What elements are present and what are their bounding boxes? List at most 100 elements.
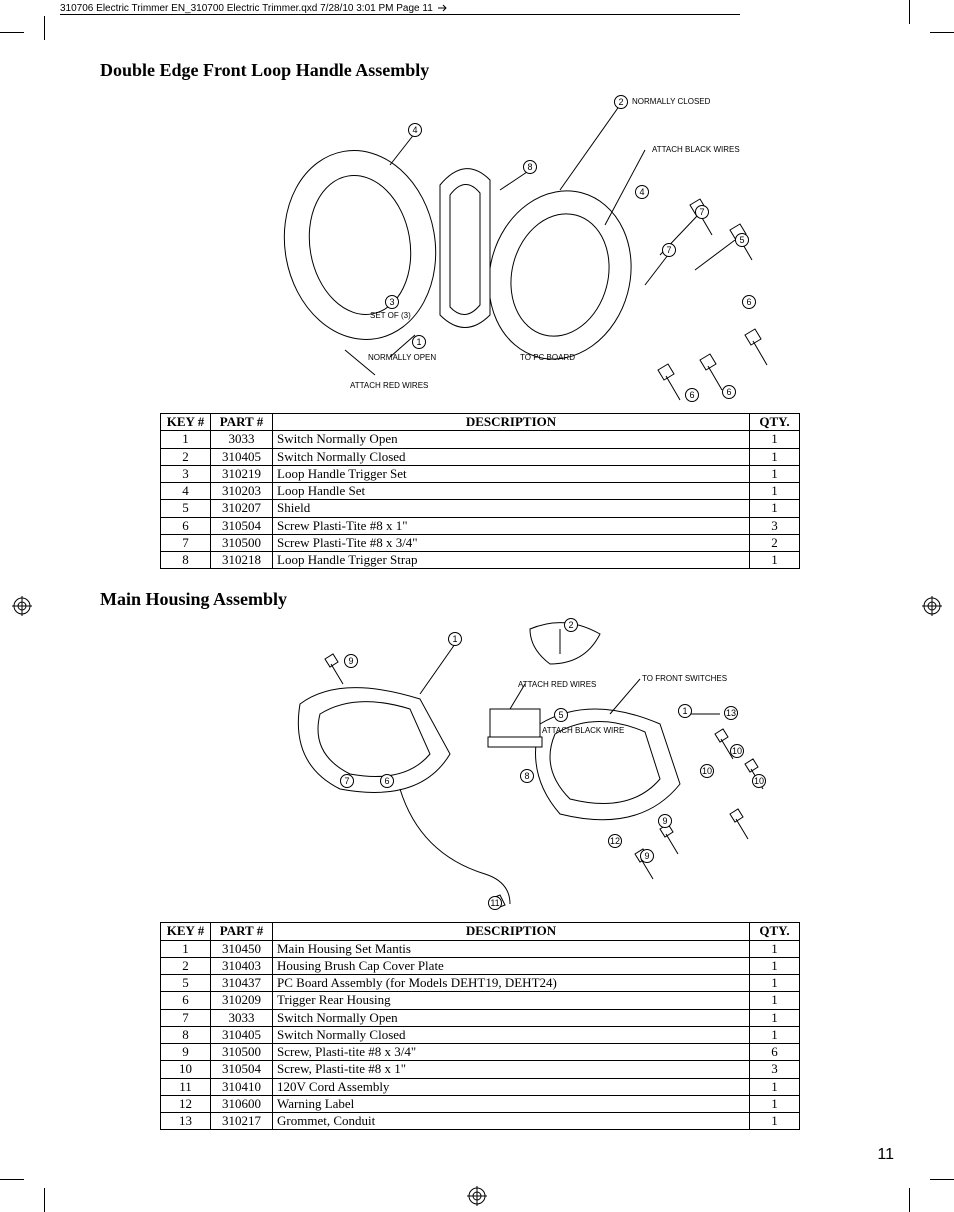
crop-mark [930, 1179, 954, 1180]
crop-mark [909, 1188, 910, 1212]
cell-desc: Loop Handle Trigger Strap [273, 552, 750, 569]
crop-mark [0, 1179, 24, 1180]
cell-desc: Switch Normally Closed [273, 448, 750, 465]
cell-desc: Shield [273, 500, 750, 517]
cell-qty: 1 [750, 940, 800, 957]
cell-part: 310450 [211, 940, 273, 957]
cell-qty: 1 [750, 465, 800, 482]
cell-part: 3033 [211, 431, 273, 448]
cell-part: 310504 [211, 517, 273, 534]
cell-desc: Switch Normally Open [273, 431, 750, 448]
cell-qty: 1 [750, 1078, 800, 1095]
table-header-row: KEY # PART # DESCRIPTION QTY. [161, 923, 800, 940]
cell-desc: Loop Handle Trigger Set [273, 465, 750, 482]
crop-mark [44, 1188, 45, 1212]
table-row: 9310500Screw, Plasti-tite #8 x 3/4"6 [161, 1044, 800, 1061]
diagram1-svg [190, 85, 770, 405]
cell-key: 10 [161, 1061, 211, 1078]
cell-desc: Loop Handle Set [273, 483, 750, 500]
cell-part: 310217 [211, 1113, 273, 1130]
table-row: 5310207Shield1 [161, 500, 800, 517]
cell-qty: 3 [750, 517, 800, 534]
crop-mark [44, 16, 45, 40]
content-area: Double Edge Front Loop Handle Assembly [100, 60, 860, 1150]
col-header-part: PART # [211, 414, 273, 431]
diagram-callout: 12 [608, 834, 622, 848]
diagram-label: TO FRONT SWITCHES [642, 674, 727, 683]
table-row: 8310405Switch Normally Closed1 [161, 1026, 800, 1043]
registration-mark-icon [922, 596, 942, 616]
cell-desc: Trigger Rear Housing [273, 992, 750, 1009]
table-header-row: KEY # PART # DESCRIPTION QTY. [161, 414, 800, 431]
cell-key: 2 [161, 448, 211, 465]
col-header-key: KEY # [161, 923, 211, 940]
cell-part: 310500 [211, 1044, 273, 1061]
section2-parts-table: KEY # PART # DESCRIPTION QTY. 1310450Mai… [160, 922, 800, 1130]
diagram-label: NORMALLY CLOSED [632, 97, 710, 106]
cell-key: 5 [161, 975, 211, 992]
cell-part: 310403 [211, 957, 273, 974]
crop-mark [909, 0, 910, 24]
diagram-callout: 13 [724, 706, 738, 720]
diagram-callout: 10 [730, 744, 744, 758]
cell-qty: 1 [750, 1095, 800, 1112]
cell-part: 310437 [211, 975, 273, 992]
registration-mark-icon [467, 1186, 487, 1206]
cell-key: 13 [161, 1113, 211, 1130]
section1-title: Double Edge Front Loop Handle Assembly [100, 60, 860, 81]
print-slug-header: 310706 Electric Trimmer EN_310700 Electr… [60, 2, 449, 14]
diagram-label: NORMALLY OPEN [368, 353, 436, 362]
table-row: 73033Switch Normally Open1 [161, 1009, 800, 1026]
cell-key: 5 [161, 500, 211, 517]
cell-part: 310504 [211, 1061, 273, 1078]
col-header-part: PART # [211, 923, 273, 940]
col-header-qty: QTY. [750, 923, 800, 940]
table-row: 5310437PC Board Assembly (for Models DEH… [161, 975, 800, 992]
cell-key: 1 [161, 431, 211, 448]
table-row: 13033Switch Normally Open1 [161, 431, 800, 448]
diagram-callout: 10 [752, 774, 766, 788]
cell-part: 310405 [211, 1026, 273, 1043]
cell-qty: 1 [750, 957, 800, 974]
cell-part: 310405 [211, 448, 273, 465]
cell-key: 1 [161, 940, 211, 957]
diagram-callout: 10 [700, 764, 714, 778]
cell-qty: 2 [750, 534, 800, 551]
diagram-callout: 6 [685, 388, 699, 402]
diagram-label: SET OF (3) [370, 311, 411, 320]
cell-desc: Screw Plasti-Tite #8 x 1" [273, 517, 750, 534]
crop-mark [930, 32, 954, 33]
cell-key: 8 [161, 552, 211, 569]
col-header-key: KEY # [161, 414, 211, 431]
registration-mark-icon [12, 596, 32, 616]
cell-qty: 1 [750, 992, 800, 1009]
col-header-desc: DESCRIPTION [273, 923, 750, 940]
table-row: 10310504Screw, Plasti-tite #8 x 1"3 [161, 1061, 800, 1078]
cell-key: 4 [161, 483, 211, 500]
section1-parts-table: KEY # PART # DESCRIPTION QTY. 13033Switc… [160, 413, 800, 569]
diagram-label: ATTACH RED WIRES [350, 381, 428, 390]
cell-desc: Screw, Plasti-tite #8 x 1" [273, 1061, 750, 1078]
diagram-label: ATTACH BLACK WIRE [542, 726, 624, 735]
cell-key: 6 [161, 992, 211, 1009]
cell-qty: 1 [750, 448, 800, 465]
cell-desc: Switch Normally Open [273, 1009, 750, 1026]
section1-diagram: 2 NORMALLY CLOSED ATTACH BLACK WIRES 4 8… [190, 85, 770, 405]
cell-qty: 1 [750, 1113, 800, 1130]
cell-part: 310203 [211, 483, 273, 500]
diagram-callout: 2 [614, 95, 628, 109]
arrow-icon [437, 2, 449, 14]
cell-key: 11 [161, 1078, 211, 1095]
cell-key: 3 [161, 465, 211, 482]
cell-qty: 1 [750, 1009, 800, 1026]
table-row: 7310500Screw Plasti-Tite #8 x 3/4"2 [161, 534, 800, 551]
page-number: 11 [877, 1146, 894, 1164]
table-row: 6310209Trigger Rear Housing1 [161, 992, 800, 1009]
header-underline [60, 14, 740, 15]
diagram-label: ATTACH BLACK WIRES [652, 145, 740, 154]
diagram-callout: 7 [695, 205, 709, 219]
diagram-label: TO PC BOARD [520, 353, 575, 362]
diagram-callout: 5 [735, 233, 749, 247]
table-row: 4310203Loop Handle Set1 [161, 483, 800, 500]
cell-desc: 120V Cord Assembly [273, 1078, 750, 1095]
